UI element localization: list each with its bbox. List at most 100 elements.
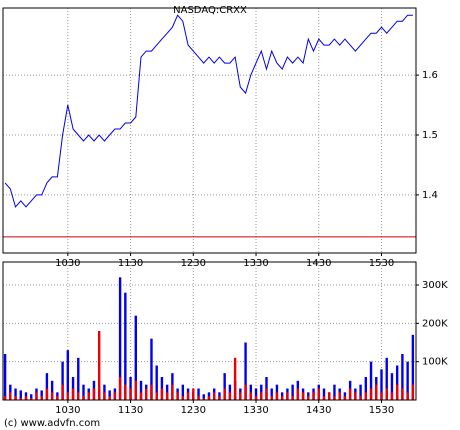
volume-bar — [359, 384, 362, 400]
volume-bar — [338, 392, 341, 400]
volume-bar — [291, 396, 294, 400]
x-tick-label: 1130 — [118, 258, 143, 269]
volume-bar — [401, 388, 404, 400]
volume-bar — [202, 394, 205, 400]
volume-bar — [411, 384, 415, 400]
volume-bar — [385, 388, 388, 400]
volume-bar — [239, 392, 242, 400]
volume-bar — [82, 384, 85, 400]
volume-bar — [385, 357, 388, 400]
volume-bar — [9, 384, 12, 400]
x-tick-label: 1530 — [369, 405, 394, 416]
volume-bar — [30, 398, 33, 400]
volume-bar — [160, 388, 164, 400]
volume-bar — [155, 392, 158, 400]
volume-bar — [14, 388, 17, 400]
volume-bar — [176, 392, 179, 400]
volume-bar — [35, 392, 38, 400]
volume-bar — [129, 388, 132, 400]
volume-bar — [343, 396, 347, 400]
volume-bar — [218, 396, 221, 400]
volume-bar — [207, 396, 211, 400]
volume-bar — [291, 384, 294, 400]
volume-bar — [77, 357, 80, 400]
volume-bar — [87, 392, 90, 400]
volume-bar — [3, 396, 7, 400]
volume-bar — [265, 388, 268, 400]
volume-bar — [66, 392, 70, 400]
x-tick-label: 1430 — [306, 258, 331, 269]
volume-bar — [364, 392, 368, 400]
volume-bar — [390, 392, 394, 400]
volume-bar — [103, 384, 106, 400]
volume-bar — [249, 384, 252, 400]
y-tick-label: 200K — [422, 318, 448, 329]
x-tick-label: 1130 — [118, 405, 143, 416]
volume-bar — [354, 392, 357, 400]
volume-bar — [40, 390, 43, 400]
volume-bar — [375, 384, 378, 400]
volume-bar — [390, 373, 394, 400]
volume-bar — [45, 388, 49, 400]
volume-bar — [202, 398, 205, 400]
volume-bar — [134, 380, 137, 400]
x-tick-label: 1030 — [55, 405, 80, 416]
volume-bar — [171, 384, 174, 400]
volume-bar — [92, 388, 96, 400]
volume-bar — [165, 384, 169, 400]
volume-bar — [124, 292, 127, 400]
volume-bar — [155, 365, 158, 400]
volume-bar — [249, 392, 252, 400]
volume-bar — [40, 396, 43, 400]
volume-bar — [145, 388, 148, 400]
volume-bar — [307, 396, 310, 400]
volume-bar — [124, 384, 127, 400]
volume-bar — [134, 315, 137, 400]
x-tick-label: 1230 — [181, 258, 206, 269]
volume-bar — [19, 398, 22, 400]
chart-title: NASDAQ:CRXX — [173, 5, 247, 16]
y-tick-label: 100K — [422, 357, 448, 368]
volume-bar — [77, 392, 80, 400]
volume-bar — [395, 384, 399, 400]
volume-bar — [296, 388, 300, 400]
volume-bar — [369, 361, 373, 400]
volume-bar — [186, 392, 190, 400]
volume-bar — [118, 277, 122, 400]
volume-bar — [213, 392, 216, 400]
volume-bar — [280, 396, 284, 400]
volume-bar — [406, 361, 409, 400]
volume-bar — [150, 384, 153, 400]
volume-bar — [333, 396, 336, 400]
volume-bar — [139, 392, 143, 400]
volume-bar — [56, 396, 59, 400]
volume-bar — [328, 392, 331, 400]
volume-bar — [286, 392, 289, 400]
volume-bar — [275, 384, 279, 400]
volume-bar — [317, 388, 320, 400]
volume-bar — [244, 384, 247, 400]
volume-bar — [45, 373, 49, 400]
volume-bar — [260, 392, 263, 400]
volume-bar — [228, 392, 232, 400]
volume-bar — [3, 354, 7, 400]
x-tick-label: 1030 — [55, 258, 80, 269]
volume-bar — [82, 396, 85, 400]
volume-bar — [406, 392, 409, 400]
price-line — [4, 14, 413, 208]
y-tick-label: 1.5 — [422, 130, 438, 141]
volume-bar — [270, 388, 273, 400]
panel-frame — [2, 7, 417, 254]
y-tick-label: 1.4 — [422, 190, 438, 201]
volume-bar — [411, 334, 415, 400]
volume-bar — [61, 384, 64, 400]
panel-frame — [2, 261, 417, 401]
volume-bar — [181, 396, 185, 400]
volume-bar — [223, 388, 226, 400]
volume-bar — [61, 361, 64, 400]
volume-bar — [322, 388, 326, 400]
volume-bar — [113, 392, 117, 400]
y-tick-label: 1.6 — [422, 70, 438, 81]
x-tick-label: 1330 — [243, 405, 268, 416]
volume-bar — [401, 354, 404, 400]
